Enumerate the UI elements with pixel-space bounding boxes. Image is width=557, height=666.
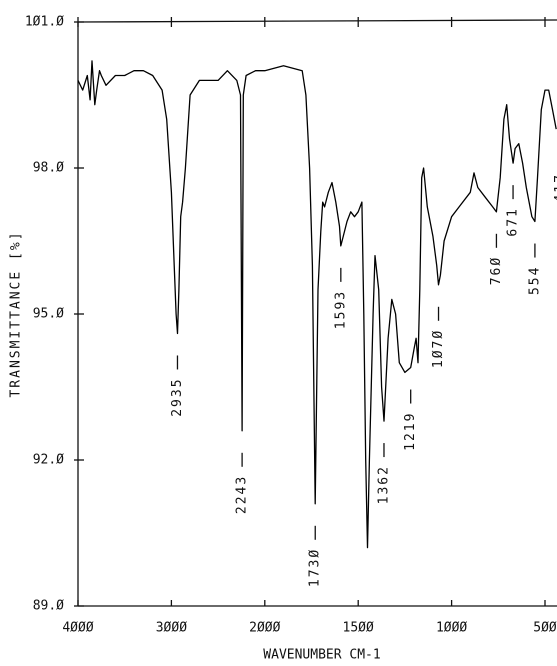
peak-label: 417: [553, 173, 557, 202]
y-tick-label: 89.Ø: [33, 599, 64, 614]
x-tick-label: 3ØØØ: [156, 621, 187, 636]
peak-label: 1219: [403, 412, 418, 451]
y-axis-label: TRANSMITTANCE [%]: [9, 230, 24, 397]
x-tick-label: 2ØØØ: [249, 621, 280, 636]
peak-label: 2243: [235, 475, 250, 514]
x-axis-label: WAVENUMBER CM-1: [263, 648, 380, 663]
y-tick-label: 1Ø1.Ø: [25, 15, 64, 30]
y-tick-label: 95.Ø: [33, 307, 64, 322]
peak-label: 671: [506, 207, 521, 236]
y-tick-label: 98.Ø: [33, 161, 64, 176]
peak-label: 76Ø: [489, 256, 504, 285]
x-tick-label: 5ØØ: [533, 621, 557, 636]
x-tick-label: 15ØØ: [343, 621, 374, 636]
peak-label: 1362: [376, 465, 391, 504]
x-tick-label: 1ØØØ: [436, 621, 467, 636]
peak-label: 554: [527, 266, 542, 295]
peak-label: 1593: [333, 290, 348, 329]
spectrum-line: [77, 60, 557, 549]
peak-label: 2935: [170, 377, 185, 416]
peak-label: 173Ø: [308, 548, 323, 587]
top-frame: [77, 19, 557, 23]
peak-label: 1Ø7Ø: [431, 329, 446, 368]
x-tick-label: 4ØØØ: [62, 621, 93, 636]
y-tick-label: 92.Ø: [33, 453, 64, 468]
